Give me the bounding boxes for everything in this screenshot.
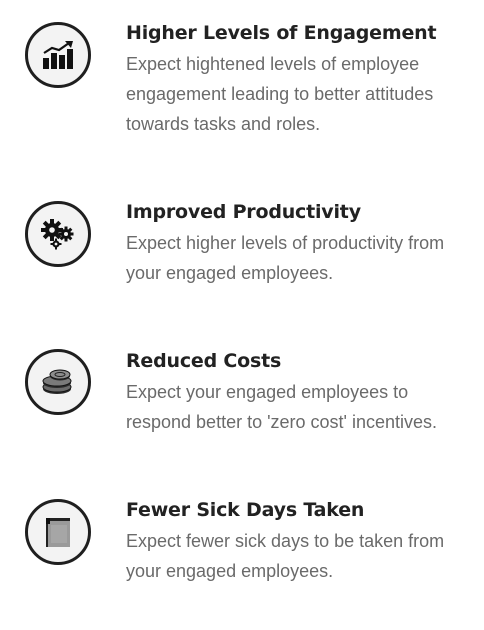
benefit-description: Expect your engaged employees to respond… bbox=[126, 377, 472, 437]
coins-icon bbox=[25, 349, 91, 415]
benefit-title: Reduced Costs bbox=[126, 350, 282, 372]
gears-icon bbox=[25, 201, 91, 267]
growth-chart-icon bbox=[25, 22, 91, 88]
description-line: Expect your engaged employees to bbox=[126, 382, 409, 402]
benefit-description: Expect hightened levels of employee enga… bbox=[126, 49, 472, 139]
description-line: Expect fewer sick days to be taken from bbox=[126, 531, 445, 551]
description-line: your engaged employees. bbox=[126, 561, 334, 581]
benefit-title: Improved Productivity bbox=[126, 201, 361, 223]
benefit-title: Higher Levels of Engagement bbox=[126, 22, 437, 44]
description-line: Expect higher levels of productivity fro… bbox=[126, 233, 445, 253]
benefit-description: Expect higher levels of productivity fro… bbox=[126, 228, 472, 288]
benefit-title: Fewer Sick Days Taken bbox=[126, 499, 365, 521]
description-line: Expect hightened levels of employee bbox=[126, 54, 420, 74]
description-line: towards tasks and roles. bbox=[126, 114, 321, 134]
benefit-description: Expect fewer sick days to be taken from … bbox=[126, 526, 472, 586]
medical-folder-icon bbox=[25, 499, 91, 565]
description-line: engagement leading to better attitudes bbox=[126, 84, 434, 104]
description-line: your engaged employees. bbox=[126, 263, 334, 283]
description-line: respond better to 'zero cost' incentives… bbox=[126, 412, 438, 432]
